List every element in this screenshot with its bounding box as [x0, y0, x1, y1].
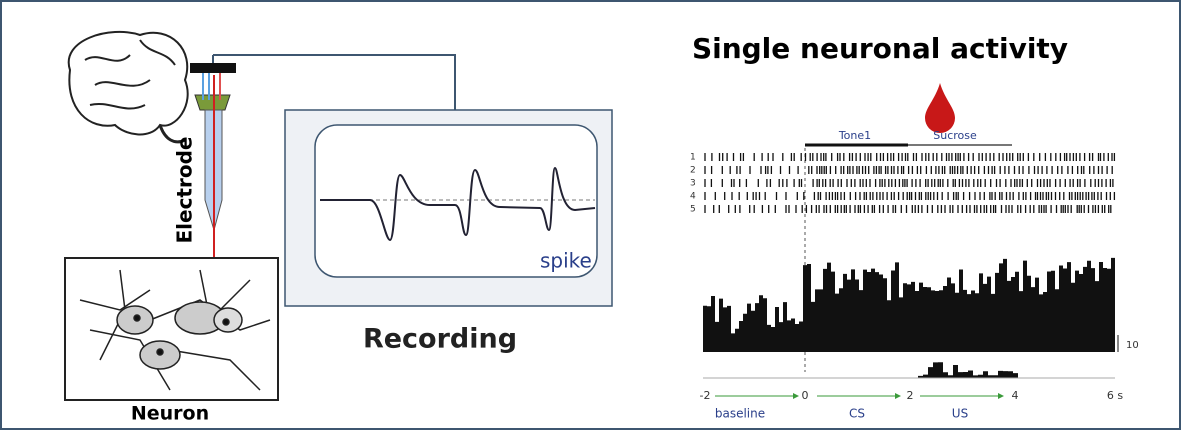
tone-label: Tone1	[838, 129, 871, 142]
phase-label: baseline	[715, 407, 765, 421]
axis-tick-label: 4	[1012, 389, 1019, 402]
phase-label: US	[952, 407, 968, 421]
trial-label: 3	[690, 179, 696, 189]
neuron-label: Neuron	[131, 403, 209, 425]
electrode-label: Electrode	[173, 137, 197, 244]
figure: Electrode Neuron spike Recording Single …	[0, 0, 1181, 430]
axis-tick-label: -2	[700, 389, 711, 402]
axis-tick-label: 2	[907, 389, 914, 402]
trial-label: 4	[690, 192, 696, 202]
axis-tick-label: 6 s	[1107, 389, 1123, 402]
trial-label: 2	[690, 166, 696, 176]
spike-label: spike	[540, 249, 592, 273]
scale-label: 10	[1126, 340, 1139, 351]
axis-tick-label: 0	[802, 389, 809, 402]
neuron-box	[65, 258, 278, 400]
trial-label: 1	[690, 153, 696, 163]
trial-label: 5	[690, 205, 696, 215]
sucrose-label: Sucrose	[933, 129, 977, 142]
title: Single neuronal activity	[692, 32, 1068, 65]
phase-label: CS	[849, 407, 865, 421]
recording-label: Recording	[363, 324, 517, 355]
